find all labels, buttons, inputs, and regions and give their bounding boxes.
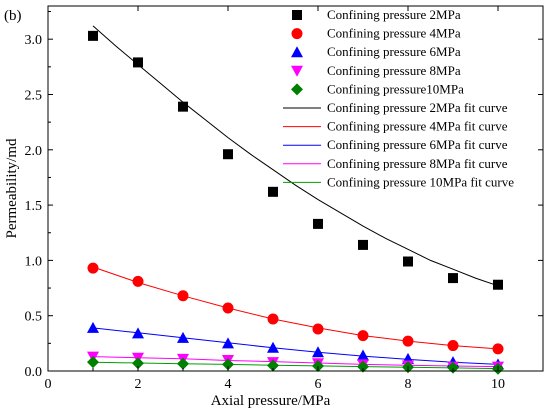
data-point-s3 [177,331,189,343]
x-tick-label: 6 [315,377,322,392]
y-tick-label: 0.5 [25,310,43,325]
panel-label: (b) [4,8,22,24]
data-point-s2 [312,323,324,335]
fit-curve-2 [92,266,499,350]
legend-fit-label-3: Confining pressure 6MPa fit curve [327,137,508,152]
legend-marker-3 [291,46,303,58]
fit-curve-3 [92,327,499,365]
x-axis-title: Axial pressure/MPa [211,393,331,409]
legend-marker-1 [292,10,302,20]
y-tick-label: 0.0 [25,365,43,380]
data-point-s2 [402,335,414,347]
y-tick-label: 3.0 [25,33,43,48]
data-point-s1 [493,279,503,290]
data-point-s1 [88,30,98,41]
data-point-s3 [222,337,234,349]
axes-layer: 0 2 4 6 8 10 0.0 0.5 1.0 1.5 2.0 2.5 3.0 [25,5,544,392]
fit-curve-1 [92,25,499,287]
legend-marker-4 [291,65,303,77]
data-point-s2 [267,313,279,325]
data-point-s3 [267,341,279,353]
legend-label-3: Confining pressure 6MPa [327,44,461,59]
legend-marker-5 [291,83,303,96]
legend-label-4: Confining pressure 8MPa [327,63,461,78]
x-tick-label: 8 [405,377,412,392]
fit-curve-5 [92,361,499,370]
data-point-s2 [177,290,189,302]
legend-fit-label-4: Confining pressure 8MPa fit curve [327,156,508,171]
data-point-s2 [222,302,234,314]
data-point-s5 [87,356,99,369]
data-point-s3 [132,327,144,339]
plot-layer [87,25,504,375]
data-point-s2 [87,262,99,274]
legend: Confining pressure 2MPa Confining pressur… [283,7,514,189]
legend-label-1: Confining pressure 2MPa [327,7,461,22]
data-point-s5 [222,358,234,371]
data-point-s3 [312,346,324,358]
plot-frame [47,5,544,372]
data-point-s1 [133,57,143,68]
data-point-s5 [177,357,189,370]
legend-label-2: Confining pressure 4MPa [327,26,461,41]
data-point-s2 [357,330,369,342]
y-tick-label: 1.0 [25,254,43,269]
x-tick-label: 10 [491,377,505,392]
data-point-s2 [492,343,504,355]
data-point-s5 [267,359,279,372]
data-point-s5 [132,357,144,370]
legend-fit-label-5: Confining pressure 10MPa fit curve [327,174,514,189]
data-point-s1 [403,256,413,267]
data-point-s1 [268,186,278,197]
data-point-s1 [358,239,368,250]
data-point-s2 [447,340,459,352]
data-point-s3 [87,321,99,333]
data-point-s3 [357,349,369,361]
legend-fit-label-1: Confining pressure 2MPa fit curve [327,100,508,115]
data-point-s1 [178,101,188,112]
x-tick-label: 4 [225,377,232,392]
y-tick-label: 2.5 [25,88,43,103]
x-tick-label: 2 [135,377,142,392]
legend-label-5: Confining pressure10MPa [327,81,464,96]
y-tick-label: 1.5 [25,199,43,214]
x-tick-label: 0 [45,377,52,392]
legend-fit-label-2: Confining pressure 4MPa fit curve [327,119,508,134]
y-axis-title: Permeability/md [4,138,20,238]
fit-curve-4 [92,356,499,368]
data-point-s1 [313,218,323,229]
data-point-s1 [223,149,233,160]
data-point-s5 [357,360,369,373]
data-point-s1 [448,273,458,284]
legend-marker-2 [291,28,303,40]
y-tick-label: 2.0 [25,144,43,159]
data-point-s2 [132,275,144,287]
